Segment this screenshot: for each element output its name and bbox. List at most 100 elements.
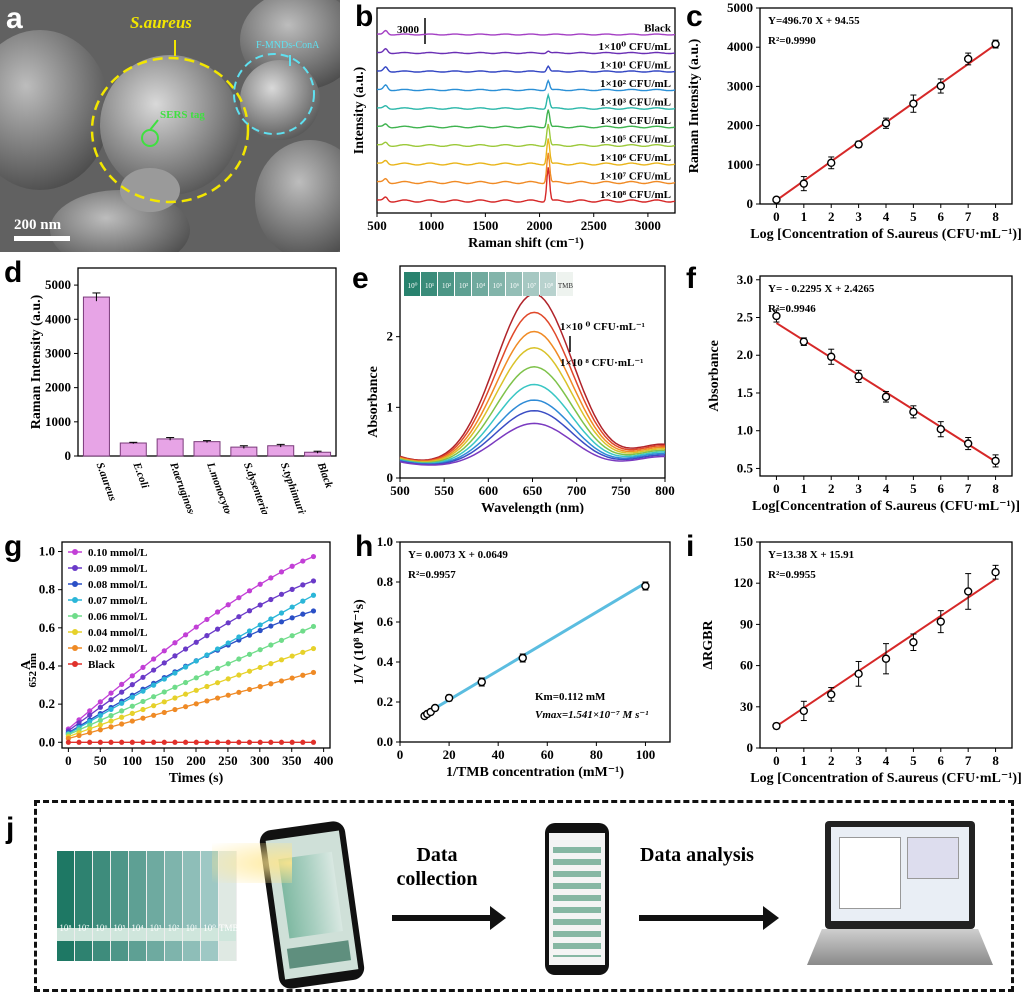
x-tick-label: 0 xyxy=(65,753,72,768)
kinetic-marker xyxy=(310,592,317,598)
bar xyxy=(82,296,110,457)
kinetic-marker xyxy=(97,704,103,710)
kinetic-marker xyxy=(129,673,135,679)
data-point xyxy=(991,456,1000,466)
x-tick-label: 0 xyxy=(773,753,780,768)
x-tick-label: 7 xyxy=(965,753,972,768)
arrow-analysis xyxy=(639,906,779,930)
kinetic-marker xyxy=(310,553,317,560)
kinetic-marker xyxy=(87,730,93,736)
tube-label: 10⁵ xyxy=(113,923,126,933)
tube-label: 10⁷ xyxy=(77,923,90,933)
spectrum-line xyxy=(376,78,676,92)
kinetic-marker xyxy=(161,648,167,654)
kinetic-marker xyxy=(236,689,242,695)
panel-label-a: a xyxy=(6,2,23,35)
bar xyxy=(119,442,147,457)
kinetic-marker xyxy=(76,732,82,739)
y-tick-label: 2.5 xyxy=(737,310,754,325)
kinetic-marker xyxy=(246,628,253,634)
kinetic-marker xyxy=(161,709,167,716)
panel-label-i: i xyxy=(686,530,695,563)
y-tick-label: 0.4 xyxy=(39,658,56,673)
tube-swatch xyxy=(506,272,522,296)
kinetic-marker xyxy=(257,622,263,628)
absorbance-curve xyxy=(399,422,665,466)
tube: 10¹ xyxy=(183,851,201,961)
kinetic-marker xyxy=(108,724,114,730)
data-point xyxy=(963,587,973,596)
x-tick-label: 3000 xyxy=(635,218,661,233)
x-tick-label: 200 xyxy=(186,753,206,768)
x-tick-label: 8 xyxy=(992,209,999,224)
chart-i-rgb-calibration: 0 1 2 3 4 5 6 7 8 0 30 60 90 120 150 Log [Concentration… xyxy=(701,534,1022,786)
y-tick-label: 0.6 xyxy=(39,620,56,635)
kinetic-marker xyxy=(289,653,295,659)
data-point xyxy=(854,140,863,149)
plot-frame xyxy=(399,265,666,479)
x-tick-label: 2 xyxy=(828,209,835,224)
tube-swatch xyxy=(472,272,488,296)
tube-swatch xyxy=(523,272,539,296)
category-label: P.aeruginosa xyxy=(167,461,199,514)
kinetic-marker xyxy=(140,698,146,705)
r2-label: R²=0.9955 xyxy=(768,569,816,581)
data-point xyxy=(827,690,836,699)
tube-swatch xyxy=(404,272,420,296)
absorbance-curve xyxy=(399,330,665,463)
kinetic-marker xyxy=(119,689,125,695)
tube-label: 10⁵ xyxy=(493,282,503,290)
data-point xyxy=(963,54,973,64)
y-tick-label: 1.5 xyxy=(737,385,754,400)
chart-c-raman-calibration: 0 1 2 3 4 5 6 7 8 0 1000 2000 3000 4000 5000 Log [Conce… xyxy=(687,0,1022,242)
x-tick-label: 4 xyxy=(883,481,890,496)
y-axis-label: ΔRGBR xyxy=(701,620,716,670)
kinetic-marker xyxy=(236,595,242,601)
kinetic-marker xyxy=(214,665,221,672)
category-label: Black xyxy=(314,460,335,490)
kinetic-marker xyxy=(246,668,253,674)
equation-label: Y=496.70 X + 94.55 xyxy=(768,15,860,27)
x-tick-label: 40 xyxy=(492,747,505,762)
kinetic-marker xyxy=(300,598,306,604)
x-tick-label: 650 xyxy=(523,483,543,498)
data-point xyxy=(827,352,836,361)
data-point xyxy=(936,81,945,91)
kinetic-marker xyxy=(87,712,93,718)
x-tick-label: 5 xyxy=(910,209,917,224)
kinetic-marker xyxy=(108,690,114,696)
spectrum-line xyxy=(376,123,676,147)
kinetic-marker xyxy=(182,664,189,670)
y-tick-label: 1.0 xyxy=(737,423,753,438)
kinetic-marker xyxy=(268,739,274,745)
y-tick-label: 5000 xyxy=(727,0,753,15)
x-tick-label: 750 xyxy=(611,483,631,498)
x-tick-label: 800 xyxy=(655,483,675,498)
y-tick-label: 3000 xyxy=(45,345,71,360)
y-axis-label: Raman Intensity (a.u.) xyxy=(29,294,44,429)
fit-line xyxy=(423,581,647,716)
kinetic-marker xyxy=(182,632,189,638)
kinetic-marker xyxy=(140,715,146,721)
y-tick-label: 1000 xyxy=(727,157,753,172)
kinetic-marker xyxy=(214,695,221,701)
kinetic-marker xyxy=(161,676,167,682)
tube: 10⁸ xyxy=(57,851,75,961)
kinetic-marker xyxy=(278,678,285,684)
spectrum-line xyxy=(377,29,676,36)
series-label: Black xyxy=(644,23,672,35)
kinetic-marker xyxy=(204,652,210,658)
kinetic-marker xyxy=(214,680,221,686)
x-tick-label: 350 xyxy=(282,753,302,768)
scale-bar-label: 200 nm xyxy=(14,217,62,233)
kinetic-line xyxy=(68,671,314,740)
plot-frame xyxy=(399,541,671,743)
y-tick-label: 0.2 xyxy=(39,696,55,711)
kinetic-marker xyxy=(236,672,242,678)
data-point xyxy=(909,99,918,108)
x-axis-label: Raman shift (cm⁻¹) xyxy=(468,236,584,251)
y-tick-label: 2000 xyxy=(727,118,753,133)
x-axis-label: Log[Concentration of S.aureus (CFU·mL⁻¹)… xyxy=(752,499,1020,514)
y-axis-label: A xyxy=(19,659,34,670)
x-tick-label: 600 xyxy=(479,483,499,498)
